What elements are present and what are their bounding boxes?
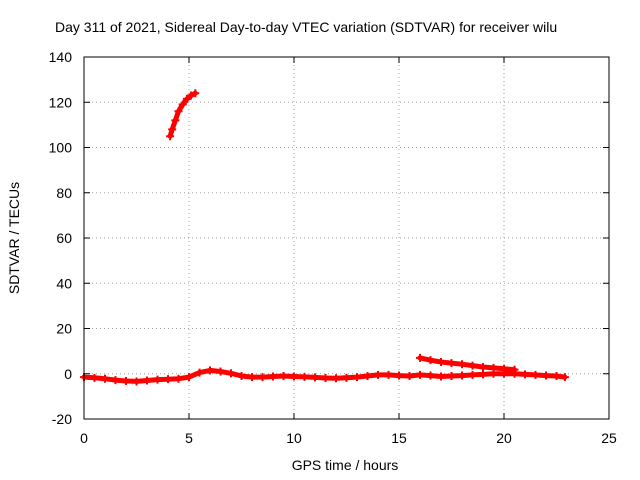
data-point: [374, 370, 382, 379]
data-series: [80, 89, 569, 386]
y-tick-label: -20: [52, 411, 72, 427]
data-point: [90, 373, 99, 382]
data-point: [332, 374, 340, 383]
data-point: [479, 370, 487, 379]
data-point: [101, 374, 109, 383]
data-point: [342, 373, 351, 382]
data-point: [531, 370, 540, 379]
data-point: [182, 94, 191, 103]
x-tick-label: 10: [286, 430, 302, 446]
data-point: [153, 375, 162, 384]
y-tick-label: 120: [49, 94, 73, 110]
y-tick-label: 100: [49, 140, 73, 156]
data-point: [168, 125, 177, 134]
data-point: [187, 91, 196, 100]
data-point: [191, 89, 200, 98]
x-tick-label: 5: [185, 430, 193, 446]
data-point: [560, 373, 569, 382]
data-point: [384, 370, 393, 379]
data-point: [311, 373, 319, 382]
data-point: [468, 370, 477, 379]
x-axis-label: GPS time / hours: [292, 457, 399, 473]
x-tick-label: 20: [496, 430, 512, 446]
data-point: [227, 369, 235, 378]
data-point: [458, 371, 466, 380]
data-point: [143, 376, 151, 385]
plot-frame: [83, 56, 610, 420]
x-tick-label: 15: [391, 430, 407, 446]
data-point: [248, 373, 256, 382]
data-point: [447, 359, 456, 368]
data-point: [437, 357, 445, 366]
data-point: [164, 375, 172, 384]
data-point: [132, 377, 141, 386]
data-point: [500, 364, 508, 373]
data-point: [468, 361, 477, 370]
y-tick-label: 0: [64, 366, 72, 382]
data-point: [279, 372, 288, 381]
data-point: [416, 353, 424, 362]
series-trace: [417, 355, 517, 373]
data-point: [458, 360, 466, 369]
data-point: [206, 366, 214, 375]
data-point: [510, 365, 519, 374]
x-tick-label: 0: [80, 430, 88, 446]
data-point: [552, 372, 561, 381]
y-axis-label: SDTVAR / TECUs: [6, 182, 22, 294]
data-point: [542, 371, 550, 380]
data-point: [174, 374, 183, 383]
data-point: [171, 116, 180, 125]
axis-ticks: 0 5 10 15 20 25 -20 0 20 40 60 80 100 120 140: [49, 49, 617, 446]
data-point: [353, 373, 361, 382]
data-point: [321, 374, 330, 383]
data-point: [405, 372, 414, 381]
data-point: [395, 371, 403, 380]
data-point: [426, 371, 435, 380]
data-point: [489, 363, 498, 372]
data-point: [300, 372, 309, 381]
data-point: [363, 372, 372, 381]
y-tick-label: 80: [56, 185, 72, 201]
data-point: [111, 376, 120, 385]
data-point: [290, 372, 298, 381]
data-point: [122, 376, 130, 385]
data-point: [195, 368, 204, 377]
data-point: [178, 100, 187, 109]
data-point: [258, 373, 267, 382]
grid-lines: [84, 57, 609, 419]
data-point: [447, 372, 456, 381]
data-point: [216, 367, 225, 376]
data-point: [174, 107, 183, 116]
y-tick-label: 40: [56, 275, 72, 291]
y-tick-label: 140: [49, 49, 73, 65]
data-point: [416, 370, 424, 379]
y-tick-label: 20: [56, 321, 72, 337]
data-point: [166, 132, 175, 141]
data-point: [237, 372, 246, 381]
data-point: [185, 373, 193, 382]
y-tick-label: 60: [56, 230, 72, 246]
data-point: [437, 372, 445, 381]
data-point: [479, 362, 487, 371]
data-point: [269, 372, 277, 381]
chart-title: Day 311 of 2021, Sidereal Day-to-day VTE…: [55, 19, 557, 35]
data-point: [426, 356, 435, 365]
data-point: [521, 370, 529, 379]
x-tick-label: 25: [601, 430, 617, 446]
